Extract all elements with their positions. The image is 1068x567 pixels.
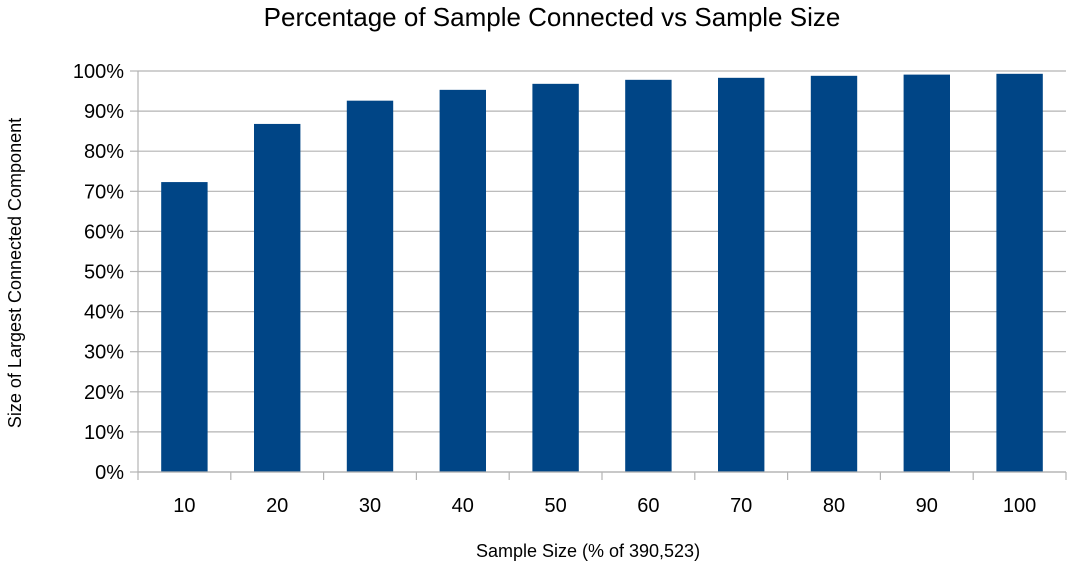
x-tick-label: 20 (266, 495, 288, 517)
y-tick-label: 100% (73, 61, 124, 83)
y-tick-labels: 0% 10% 20% 30% 40% 50% 60% 70% 80% 90% 100% (73, 61, 124, 484)
x-tick-label: 100 (1003, 495, 1036, 517)
x-tick-labels: 10 20 30 40 50 60 70 80 90 100 (173, 495, 1036, 517)
x-tick-label: 10 (173, 495, 195, 517)
y-tick-label: 10% (84, 422, 124, 444)
x-tick-label: 30 (359, 495, 381, 517)
y-tick-label: 70% (84, 181, 124, 203)
y-tick-label: 80% (84, 141, 124, 163)
bar (718, 77, 765, 472)
y-tick-label: 30% (84, 342, 124, 364)
y-tick-label: 50% (84, 262, 124, 284)
x-tick-label: 80 (823, 495, 845, 517)
axes (130, 70, 1067, 480)
x-axis-label: Sample Size (% of 390,523) (476, 541, 700, 561)
x-tick-label: 60 (637, 495, 659, 517)
bar (810, 75, 858, 472)
x-tick-label: 40 (452, 495, 474, 517)
y-axis-label: Size of Largest Connected Component (5, 118, 25, 428)
bar (439, 89, 486, 473)
y-tick-label: 0% (95, 462, 124, 484)
y-tick-label: 90% (84, 101, 124, 123)
y-tick-label: 20% (84, 382, 124, 404)
bar (996, 73, 1043, 472)
x-tick-label: 90 (916, 495, 938, 517)
bar (625, 79, 672, 473)
x-tick-label: 70 (730, 495, 752, 517)
bar (903, 74, 950, 472)
y-tick-label: 40% (84, 302, 124, 324)
y-tick-label: 60% (84, 221, 124, 243)
x-tick-label: 50 (544, 495, 566, 517)
bar (254, 123, 301, 472)
chart-title: Percentage of Sample Connected vs Sample… (264, 2, 841, 32)
bar (532, 83, 579, 472)
bars (161, 73, 1043, 473)
bar (346, 100, 394, 472)
bar (161, 182, 208, 472)
